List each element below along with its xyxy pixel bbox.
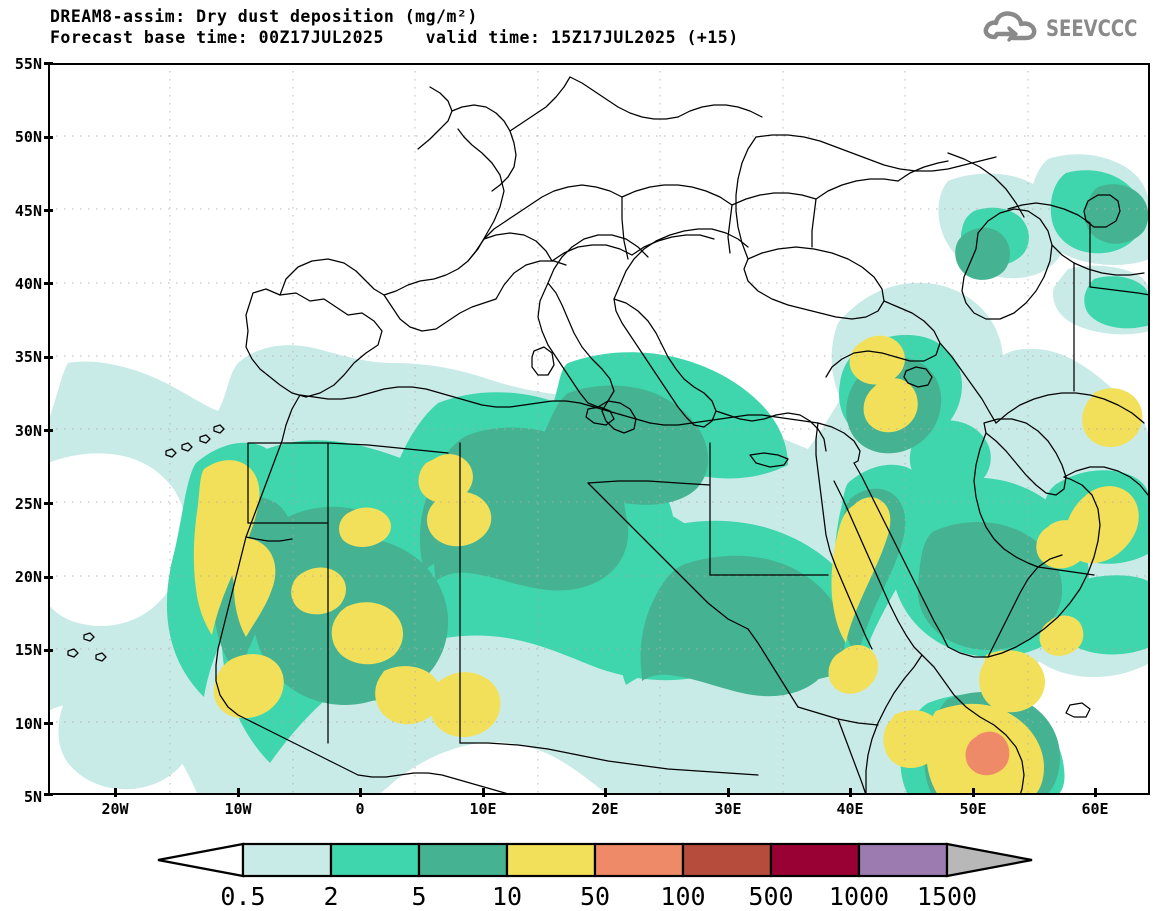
cbar-label-10: 10 [491, 882, 523, 911]
xtick-10E: 10E [469, 800, 497, 818]
page-title: DREAM8-assim: Dry dust deposition (mg/m²… [50, 7, 478, 26]
cbar-band-6 [769, 842, 861, 878]
cbar-label-100: 100 [660, 882, 706, 911]
ytick-15N: 15N [14, 641, 42, 659]
xtick-20E: 20E [591, 800, 619, 818]
xtick-0: 0 [355, 800, 365, 818]
seevccc-logo: SEEVCCC [983, 10, 1157, 48]
ytick-45N: 45N [14, 202, 42, 220]
ytick-30N: 30N [14, 422, 42, 440]
cbar-label-50: 50 [579, 882, 611, 911]
xtick-20W: 20W [101, 800, 129, 818]
logo-text: SEEVCCC [1045, 16, 1137, 42]
colorbar-swatches[interactable] [0, 838, 1165, 880]
cbar-label-2: 2 [323, 882, 339, 911]
cbar-label-500: 500 [748, 882, 794, 911]
title-block: DREAM8-assim: Dry dust deposition (mg/m²… [50, 6, 739, 48]
cbar-label-1000: 1000 [828, 882, 890, 911]
ytick-40N: 40N [14, 275, 42, 293]
xtick-30E: 30E [714, 800, 742, 818]
dust-contour-field [48, 154, 1150, 795]
ytick-50N: 50N [14, 128, 42, 146]
cbar-band-0 [241, 842, 333, 878]
xtick-50E: 50E [959, 800, 987, 818]
ytick-25N: 25N [14, 495, 42, 513]
cbar-under-cap [157, 842, 245, 878]
cbar-label-1500: 1500 [916, 882, 978, 911]
map-boundaries [67, 76, 1150, 795]
map-canvas [48, 63, 1150, 795]
colorbar[interactable]: 0.5 2 5 10 50 100 500 1000 1500 [0, 838, 1165, 911]
cloud-arrow-icon [983, 10, 1039, 48]
cbar-band-7 [857, 842, 949, 878]
ytick-10N: 10N [14, 715, 42, 733]
forecast-time-line: Forecast base time: 00Z17JUL2025 valid t… [50, 28, 739, 47]
xtick-40E: 40E [836, 800, 864, 818]
dust-deposition-map[interactable] [48, 63, 1150, 795]
cbar-band-2 [417, 842, 509, 878]
ytick-20N: 20N [14, 568, 42, 586]
xtick-60E: 60E [1081, 800, 1109, 818]
ytick-35N: 35N [14, 348, 42, 366]
cbar-band-5 [681, 842, 773, 878]
ytick-5N: 5N [23, 788, 42, 806]
cbar-band-4 [593, 842, 685, 878]
cbar-label-5: 5 [411, 882, 427, 911]
cbar-over-cap [945, 842, 1033, 878]
cbar-band-3 [505, 842, 597, 878]
xtick-10W: 10W [224, 800, 252, 818]
peak-cell-somalia [965, 731, 1010, 776]
ytick-55N: 55N [14, 55, 42, 73]
cbar-band-1 [329, 842, 421, 878]
cbar-label-0_5: 0.5 [220, 882, 266, 911]
